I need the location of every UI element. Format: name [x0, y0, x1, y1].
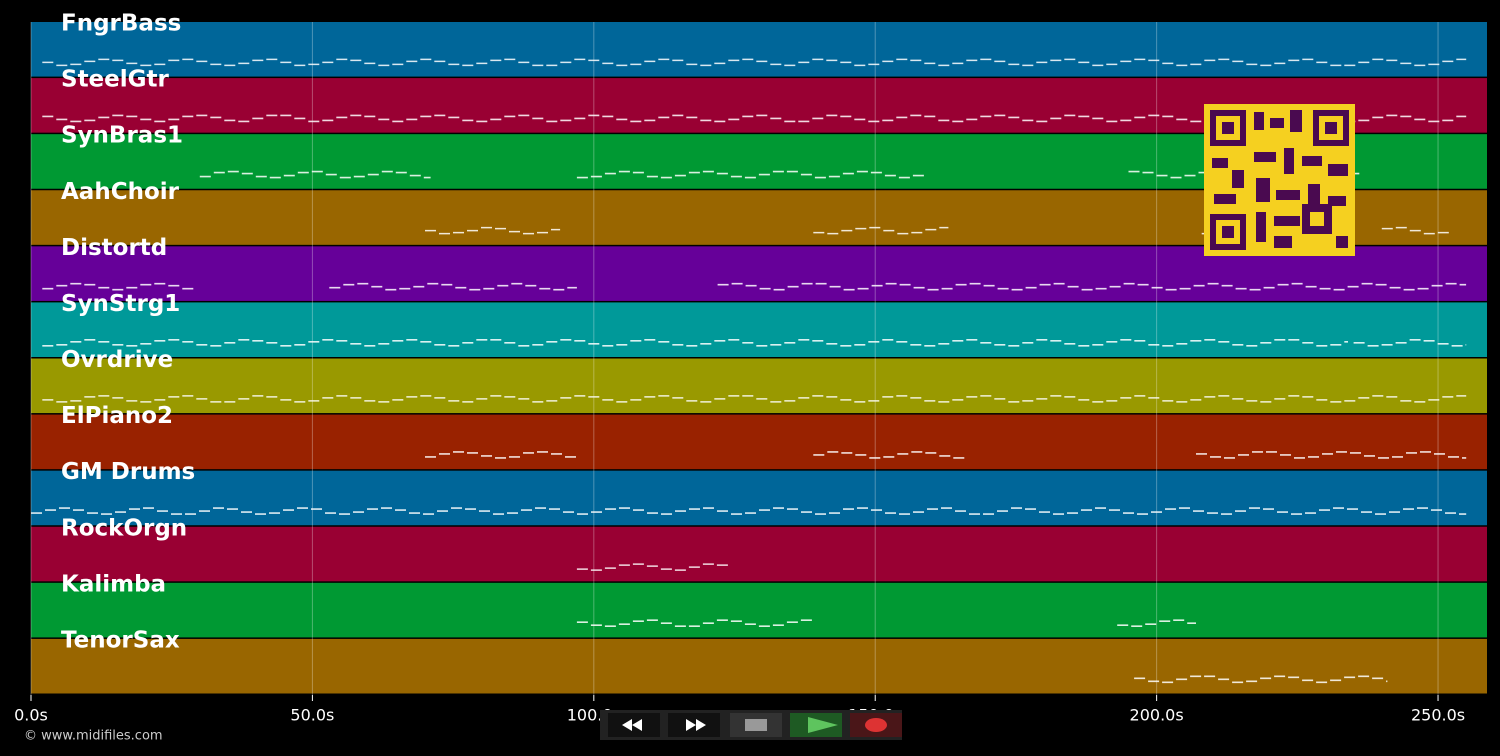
note-range — [425, 226, 561, 235]
note-range — [42, 58, 1467, 67]
track-lane — [31, 526, 1487, 582]
notes — [576, 563, 728, 571]
track-name: GM Drums — [61, 459, 195, 485]
track-name: SynStrg1 — [61, 291, 180, 317]
notes — [329, 282, 577, 291]
track-name: RockOrgn — [61, 515, 187, 541]
track-lane — [31, 582, 1487, 638]
note-range — [717, 282, 1467, 291]
x-tick-label: 50.0s — [290, 706, 334, 725]
player-controls — [600, 710, 902, 740]
notes — [1196, 451, 1467, 459]
footer: © www.midifiles.com — [24, 729, 163, 744]
note-range — [1196, 451, 1467, 459]
note-range — [31, 507, 1467, 515]
notes — [576, 170, 924, 179]
note-range — [813, 451, 965, 459]
note-range — [1134, 675, 1388, 684]
track-name: TenorSax — [61, 627, 180, 653]
track-name: FngrBass — [61, 11, 181, 37]
x-tick-label: 200.0s — [1130, 706, 1184, 725]
note-range — [42, 395, 1467, 403]
x-tick-label: 250.0s — [1411, 706, 1465, 725]
note-range — [1353, 338, 1467, 347]
track-lane — [31, 358, 1487, 414]
notes — [1117, 619, 1196, 628]
track-lane — [31, 414, 1487, 470]
track-name: Kalimba — [61, 571, 166, 597]
track-name: SynBras1 — [61, 123, 183, 149]
note-range — [576, 170, 924, 179]
track-name: SteelGtr — [61, 67, 170, 93]
track-name: ElPiano2 — [61, 403, 173, 429]
note-range — [425, 451, 576, 459]
notes — [813, 451, 965, 459]
track-lane — [31, 22, 1487, 77]
qr-code — [1204, 104, 1355, 256]
note-range — [199, 170, 431, 179]
notes — [42, 282, 194, 291]
track-lane — [31, 302, 1487, 357]
note-range — [1117, 619, 1196, 628]
notes — [1381, 226, 1449, 235]
notes — [199, 170, 431, 179]
notes — [42, 395, 1467, 403]
note-range — [42, 282, 194, 291]
note-range — [1381, 226, 1449, 235]
notes — [813, 226, 949, 235]
track-name: Ovrdrive — [61, 347, 173, 373]
notes — [425, 451, 576, 459]
track-lane — [31, 470, 1487, 526]
notes — [717, 282, 1467, 291]
note-range — [576, 563, 728, 571]
notes — [576, 619, 812, 628]
track-name: Distortd — [61, 235, 167, 261]
notes — [1134, 675, 1388, 684]
note-range — [813, 226, 949, 235]
track-lane — [31, 638, 1487, 694]
note-range — [329, 282, 577, 291]
note-range — [576, 619, 812, 628]
note-range — [42, 338, 1348, 347]
x-tick-label: 0.0s — [14, 706, 48, 725]
notes — [425, 226, 561, 235]
notes — [42, 338, 1348, 347]
notes — [31, 507, 1467, 515]
notes — [42, 58, 1467, 67]
notes — [1353, 338, 1467, 347]
track-name: AahChoir — [61, 179, 180, 205]
